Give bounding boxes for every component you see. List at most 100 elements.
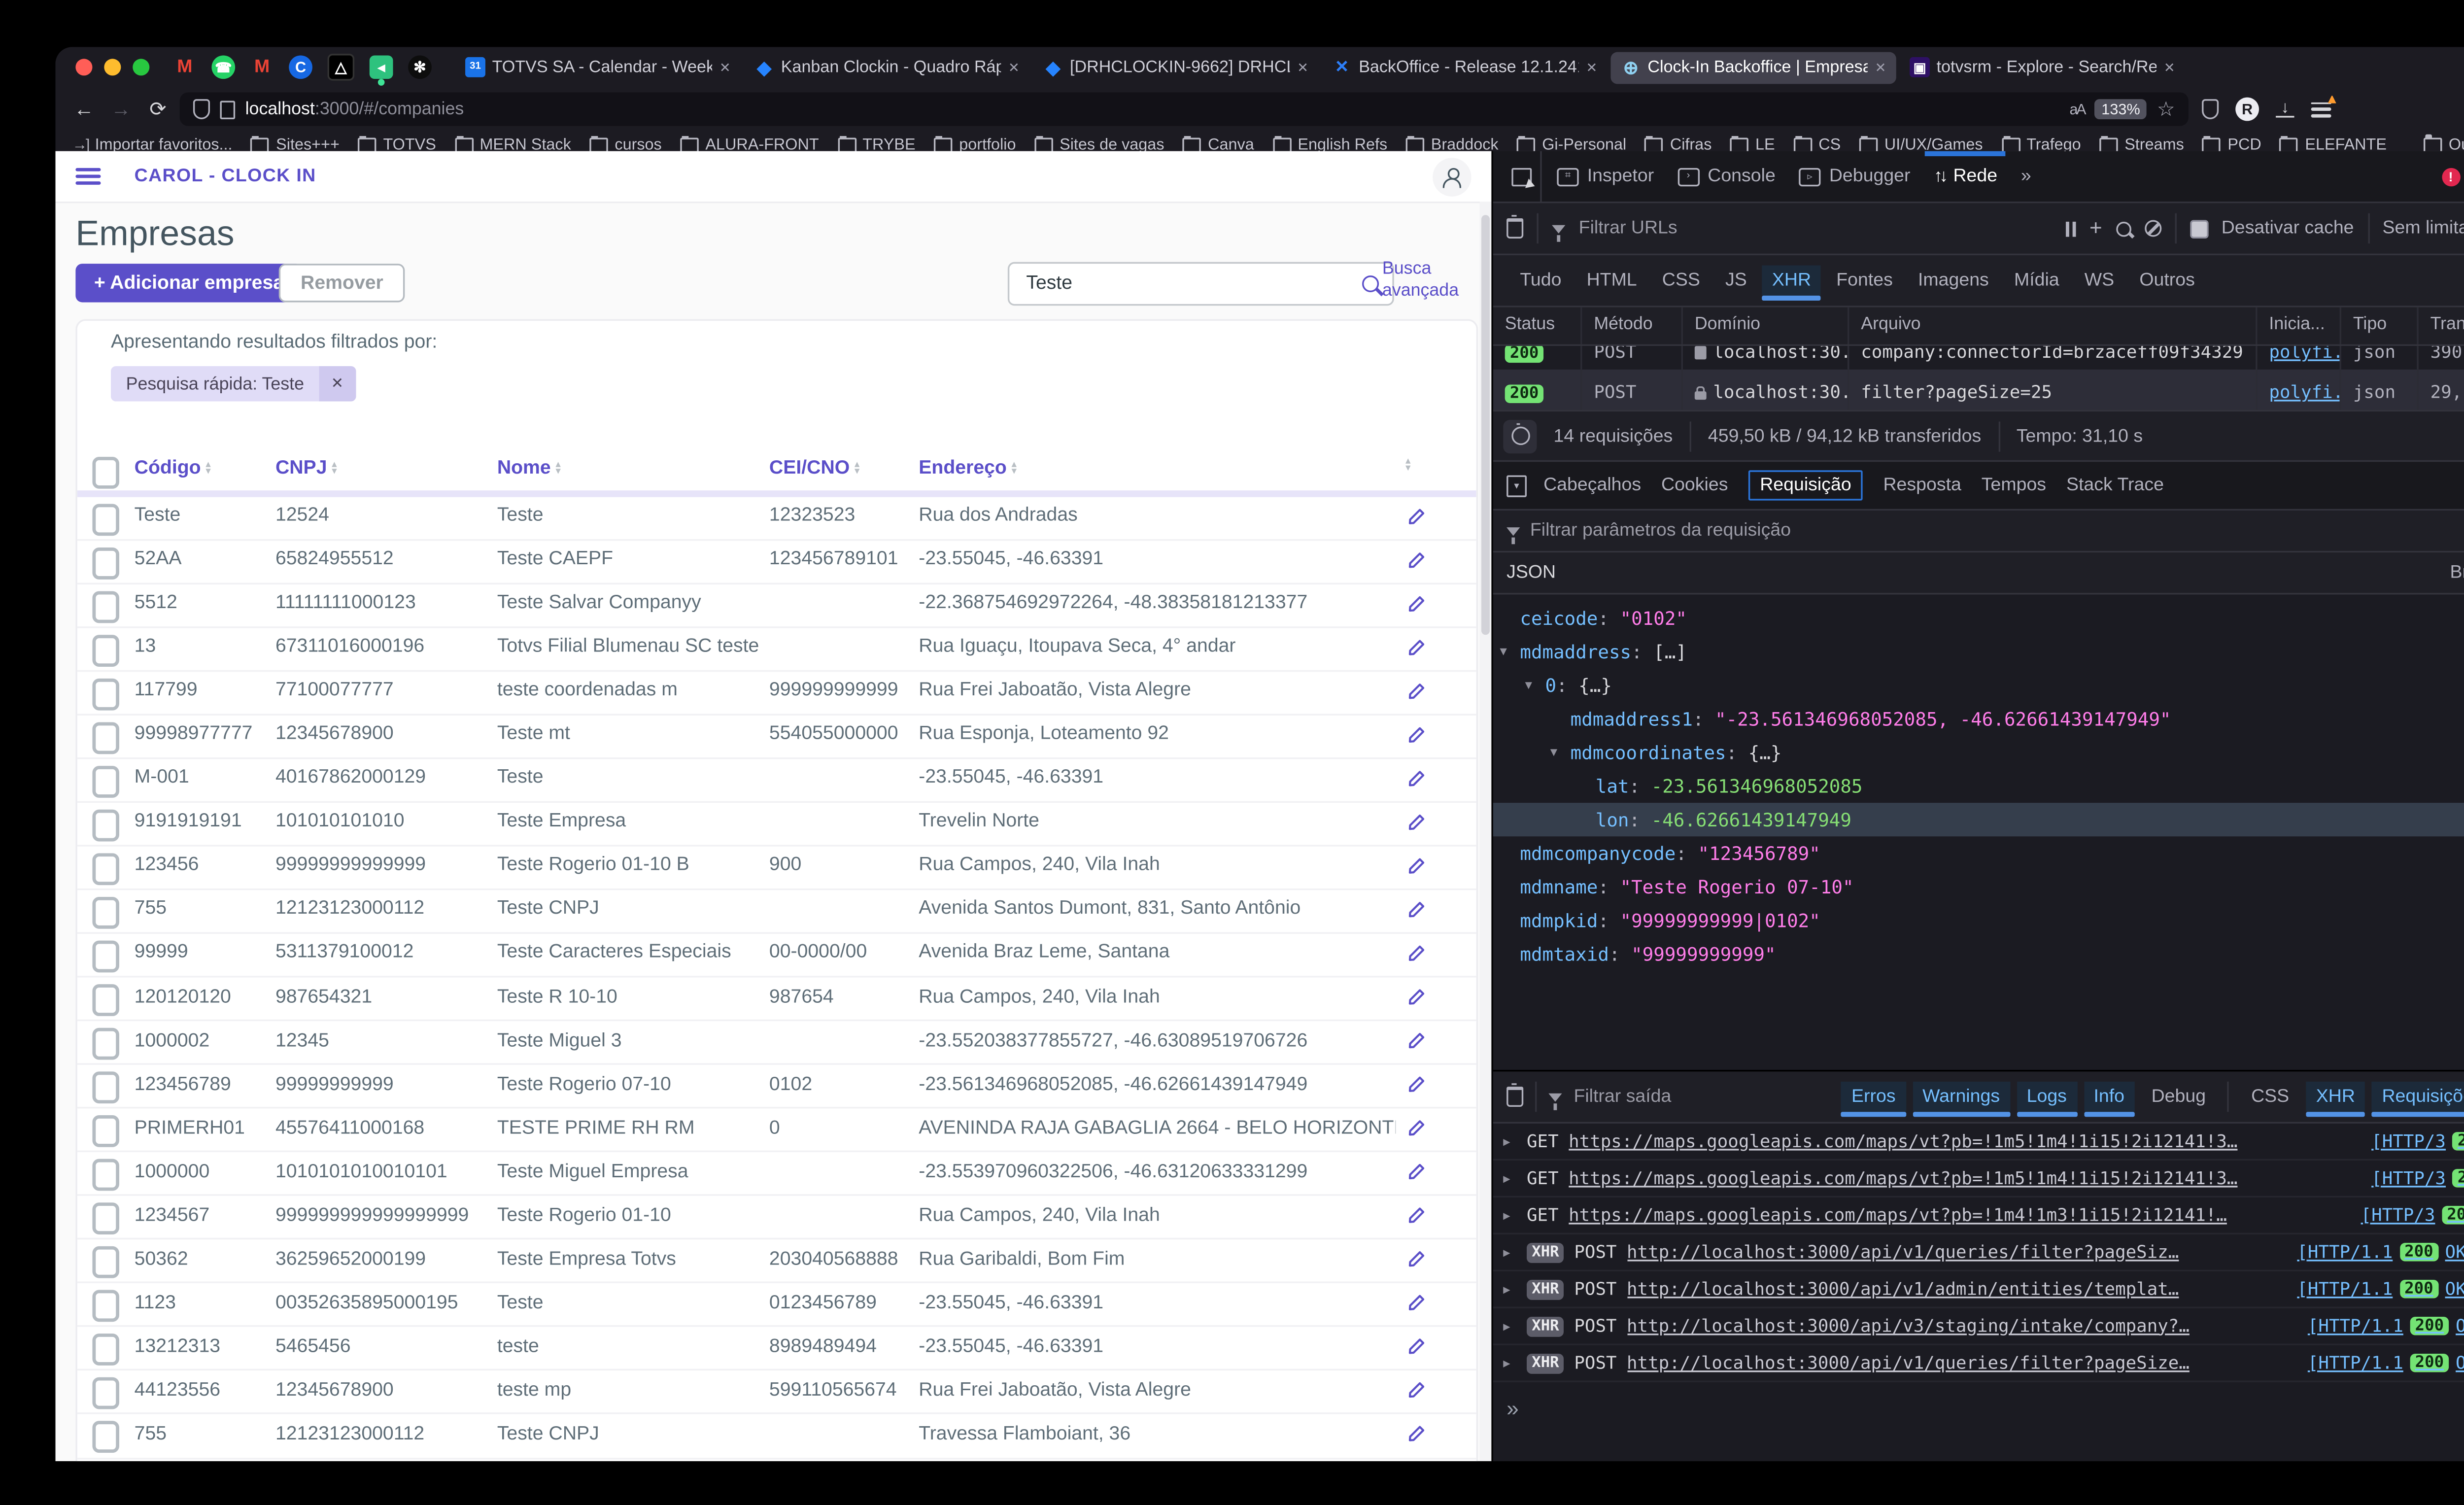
expand-arrow-icon[interactable]: ▼ [1550,746,1558,759]
json-tree-line[interactable]: ceicode: "0102" [1520,607,1687,629]
response-status-link[interactable]: [HTTP/3200152ms] [2361,1205,2464,1225]
url-text[interactable]: localhost:3000/#/companies [245,99,2059,119]
edit-pencil-icon[interactable] [1406,723,1428,751]
expand-arrow-icon[interactable]: ▶ [1503,1356,1510,1370]
json-tree-line[interactable]: mdmtaxid: "99999999999" [1520,943,1776,965]
minimize-window-button[interactable] [104,59,121,76]
edit-pencil-icon[interactable] [1406,680,1428,707]
row-checkbox[interactable] [92,809,119,841]
json-tree-line[interactable]: mdmpkid: "99999999999|0102" [1520,909,1820,931]
detail-tab-tempos[interactable]: Tempos [1981,475,2047,496]
column-header-nome[interactable]: Nome ▴ ▾ [497,458,561,479]
bookmark-item[interactable]: PCD [2202,135,2261,154]
edit-pencil-icon[interactable] [1406,1336,1428,1363]
type-filter-mídia[interactable]: Mídia [2014,270,2059,291]
edit-pencil-icon[interactable] [1406,1205,1428,1232]
bookmark-item[interactable]: UI/UX/Games [1859,135,1983,154]
browser-tab[interactable]: ◆ Kanban Clockin - Quadro Rápid ✕ [744,51,1029,83]
column-header-cnpj[interactable]: CNPJ ▴ ▾ [275,458,337,479]
tab-close-icon[interactable]: ✕ [719,59,731,75]
json-tree-line[interactable]: ▼ mdmcoordinates: {…} [1550,741,1782,764]
bookmark-star-icon[interactable]: ☆ [2156,97,2175,121]
response-status-link[interactable]: [HTTP/1.1 200 OK 2408ms] [2297,1242,2464,1262]
filter-urls-input[interactable]: Filtrar URLs [1578,218,1677,239]
clear-requests-icon[interactable] [1506,214,1524,239]
row-checkbox[interactable] [92,634,119,666]
json-tree-line[interactable]: ▼ 0: {…} [1525,674,1612,696]
advanced-search-link[interactable]: Busca avançada [1382,258,1459,301]
bookmark-other-favorites[interactable]: Outros favoritos [2423,134,2464,154]
bookmark-item[interactable]: English Refs [1272,135,1387,154]
net-column-header[interactable]: Arquivo [1849,307,2258,344]
error-count-badge[interactable]: ! 6 [2441,163,2464,190]
chip-close-icon[interactable]: ✕ [319,366,356,402]
params-filter-input[interactable]: Filtrar parâmetros da requisição [1530,520,1791,541]
console-log-line[interactable]: ▶ GET https://maps.googleapis.com/maps/vt?… [1493,1161,2464,1198]
edit-pencil-icon[interactable] [1406,855,1428,882]
row-checkbox[interactable] [92,1028,119,1060]
row-checkbox[interactable] [92,1159,119,1192]
bookmark-item[interactable]: CS [1793,135,1841,154]
search-icon[interactable] [1362,275,1379,293]
json-tree-line[interactable]: lon: -46.62661439147949 [1493,803,2464,837]
column-sort-icon[interactable]: ▴ ▾ [1405,457,1411,474]
detail-tab-cookies[interactable]: Cookies [1661,475,1728,496]
bookmark-item[interactable]: Trafego [2001,135,2081,154]
bookmark-item[interactable]: cursos [589,135,662,154]
pause-traffic-icon[interactable] [2066,221,2076,236]
console-filter-debug[interactable]: Debug [2151,1087,2206,1107]
devtools-tab-debugger[interactable]: ▹ Debugger [1787,151,1922,202]
browser-tab[interactable]: ✕ BackOffice - Release 12.1.2410 ✕ [1322,51,1607,83]
row-checkbox[interactable] [92,940,119,973]
disable-cache-checkbox[interactable] [2189,219,2208,238]
bookmark-item[interactable]: Gi-Personal [1517,135,1626,154]
bookmark-item[interactable]: portfolio [934,135,1016,154]
row-checkbox[interactable] [92,1115,119,1148]
initiator-link[interactable]: polyfi... [2269,346,2339,363]
json-tree-line[interactable]: ▼ mdmaddress: […] [1500,641,1687,663]
column-header-ceicno[interactable]: CEI/CNO ▴ ▾ [769,458,859,479]
row-checkbox[interactable] [92,721,119,754]
bookmark-item[interactable]: TRYBE [837,135,916,154]
console-log-line[interactable]: ▶ GET https://maps.googleapis.com/maps/vt?… [1493,1197,2464,1234]
expand-arrow-icon[interactable]: ▶ [1503,1171,1510,1185]
net-column-header[interactable]: Inicia... [2258,307,2341,344]
search-input[interactable] [1023,272,1363,296]
type-filter-js[interactable]: JS [1725,270,1747,291]
clear-console-icon[interactable] [1506,1082,1524,1107]
devtools-tab-rede[interactable]: ↑↓ Rede [1922,151,2009,202]
console-log-line[interactable]: ▶ XHR POST http://localhost:3000/api/v1/que… [1493,1345,2464,1382]
request-url-link[interactable]: http://localhost:3000/api/v1/queries/fil… [1627,1353,2190,1373]
row-checkbox[interactable] [92,678,119,710]
row-checkbox[interactable] [92,853,119,885]
expand-arrow-icon[interactable]: ▶ [1503,1282,1510,1296]
expand-arrow-icon[interactable]: ▶ [1503,1208,1510,1222]
edit-pencil-icon[interactable] [1406,636,1428,663]
response-status-link[interactable]: [HTTP/320013ms] [2371,1168,2464,1188]
close-window-button[interactable] [75,59,93,76]
edit-pencil-icon[interactable] [1406,1423,1428,1450]
bookmark-item[interactable]: Canva [1183,135,1254,154]
add-company-button[interactable]: + Adicionar empresa [75,264,303,303]
expand-arrow-icon[interactable]: ▶ [1503,1134,1510,1148]
type-filter-outros[interactable]: Outros [2139,270,2195,291]
console-prompt-chevron[interactable]: » [1506,1396,1519,1421]
browser-tab[interactable]: ⊕ Clock-In Backoffice | Empresas ✕ [1610,51,1896,83]
gmail-pinned-tab-icon[interactable]: M [177,57,193,77]
bookmark-item[interactable]: MERN Stack [454,135,571,154]
row-checkbox[interactable] [92,1334,119,1367]
edit-pencil-icon[interactable] [1406,1248,1428,1275]
edit-pencil-icon[interactable] [1406,1380,1428,1407]
maximize-window-button[interactable] [133,59,150,76]
response-status-link[interactable]: [HTTP/1.1 200 OK 3845ms] [2297,1279,2464,1299]
network-request-row[interactable]: 200 POST localhost:30... filter?pageSize=25… [1493,369,2464,410]
detail-tab-stack-trace[interactable]: Stack Trace [2066,475,2164,496]
row-checkbox[interactable] [92,503,119,535]
url-bar[interactable]: localhost:3000/#/companies aA 133% ☆ [179,92,2189,126]
edit-pencil-icon[interactable] [1406,1117,1428,1144]
browser-tab[interactable]: ▣ totvsrm - Explore - Search/Real ✕ [1900,51,2185,83]
type-filter-css[interactable]: CSS [1662,270,1700,291]
row-checkbox[interactable] [92,1290,119,1323]
json-tree-line[interactable]: mdmname: "Teste Rogerio 07-10" [1520,876,1854,898]
tab-close-icon[interactable]: ✕ [1297,59,1308,75]
